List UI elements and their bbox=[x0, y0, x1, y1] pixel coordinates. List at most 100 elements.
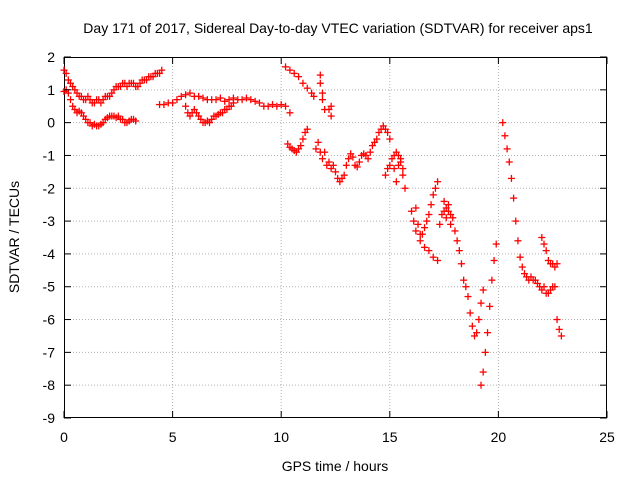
data-point bbox=[486, 302, 494, 310]
data-point bbox=[390, 165, 398, 173]
data-point bbox=[473, 329, 481, 337]
data-point bbox=[286, 66, 294, 74]
data-point bbox=[325, 158, 333, 166]
data-point bbox=[295, 73, 303, 81]
y-tick-label: -9 bbox=[43, 410, 56, 426]
data-point bbox=[466, 309, 474, 317]
data-point bbox=[282, 63, 290, 71]
y-tick-label: -1 bbox=[43, 147, 56, 163]
data-point bbox=[297, 142, 305, 150]
data-point bbox=[199, 94, 207, 102]
data-point bbox=[255, 99, 263, 107]
data-point bbox=[557, 332, 565, 340]
data-point bbox=[460, 276, 468, 284]
data-point bbox=[318, 96, 326, 104]
data-markers bbox=[60, 63, 565, 389]
data-point bbox=[277, 101, 285, 109]
data-point bbox=[303, 84, 311, 92]
y-tick-label: -5 bbox=[43, 279, 56, 295]
data-point bbox=[353, 163, 361, 171]
y-tick-label: 2 bbox=[47, 49, 55, 65]
y-tick-label: -6 bbox=[43, 312, 56, 328]
data-point bbox=[475, 316, 483, 324]
data-point bbox=[425, 211, 433, 219]
data-point bbox=[468, 322, 476, 330]
data-point bbox=[195, 92, 203, 100]
data-point bbox=[381, 171, 389, 179]
y-tick-label: -7 bbox=[43, 344, 56, 360]
data-point bbox=[345, 155, 353, 163]
data-point bbox=[477, 299, 485, 307]
data-point bbox=[373, 135, 381, 143]
data-point bbox=[392, 178, 400, 186]
x-tick-label: 15 bbox=[382, 429, 398, 445]
data-point bbox=[229, 99, 237, 107]
y-tick-label: 0 bbox=[47, 115, 55, 131]
data-point bbox=[427, 201, 435, 209]
data-point bbox=[518, 263, 526, 271]
data-point bbox=[286, 109, 294, 117]
data-point bbox=[282, 102, 290, 110]
data-point bbox=[442, 214, 450, 222]
data-point bbox=[316, 71, 324, 79]
x-tick-label: 25 bbox=[599, 429, 615, 445]
data-point bbox=[212, 96, 220, 104]
data-point bbox=[182, 102, 190, 110]
data-point bbox=[321, 148, 329, 156]
grid-lines bbox=[64, 57, 607, 418]
data-point bbox=[488, 276, 496, 284]
data-point bbox=[312, 145, 320, 153]
data-point bbox=[434, 256, 442, 264]
data-point bbox=[318, 155, 326, 163]
data-point bbox=[447, 220, 455, 228]
data-point bbox=[225, 96, 233, 104]
data-point bbox=[349, 153, 357, 161]
data-point bbox=[384, 128, 392, 136]
data-point bbox=[132, 117, 140, 125]
data-point bbox=[429, 253, 437, 261]
chart-title: Day 171 of 2017, Sidereal Day-to-day VTE… bbox=[83, 20, 593, 36]
data-point bbox=[410, 217, 418, 225]
data-point bbox=[386, 161, 394, 169]
data-point bbox=[401, 184, 409, 192]
data-point bbox=[431, 184, 439, 192]
data-point bbox=[444, 201, 452, 209]
data-point bbox=[355, 158, 363, 166]
data-point bbox=[490, 256, 498, 264]
data-point bbox=[158, 66, 166, 74]
data-point bbox=[408, 207, 416, 215]
data-point bbox=[418, 230, 426, 238]
data-point bbox=[169, 99, 177, 107]
data-point bbox=[429, 191, 437, 199]
data-point bbox=[299, 79, 307, 87]
data-point bbox=[464, 293, 472, 301]
data-point bbox=[434, 178, 442, 186]
data-point bbox=[553, 260, 561, 268]
data-point bbox=[303, 125, 311, 133]
data-point bbox=[62, 69, 70, 77]
data-point bbox=[327, 112, 335, 120]
data-point bbox=[477, 381, 485, 389]
data-point bbox=[481, 348, 489, 356]
data-point bbox=[342, 161, 350, 169]
x-tick-label: 0 bbox=[60, 429, 68, 445]
data-point bbox=[394, 161, 402, 169]
x-axis-label: GPS time / hours bbox=[282, 458, 389, 474]
data-point bbox=[507, 174, 515, 182]
data-point bbox=[538, 234, 546, 241]
data-point bbox=[551, 283, 559, 291]
plot-border bbox=[64, 57, 607, 418]
data-point bbox=[479, 368, 487, 376]
data-point bbox=[332, 168, 339, 176]
data-point bbox=[555, 325, 563, 333]
data-point bbox=[386, 135, 394, 143]
data-point bbox=[273, 102, 281, 110]
y-tick-label: -3 bbox=[43, 213, 56, 229]
plot-frame bbox=[64, 57, 607, 418]
data-point bbox=[516, 253, 524, 261]
data-point bbox=[505, 158, 513, 166]
data-point bbox=[421, 243, 429, 251]
x-tick-label: 10 bbox=[273, 429, 289, 445]
data-point bbox=[455, 247, 463, 255]
data-point bbox=[503, 145, 511, 153]
